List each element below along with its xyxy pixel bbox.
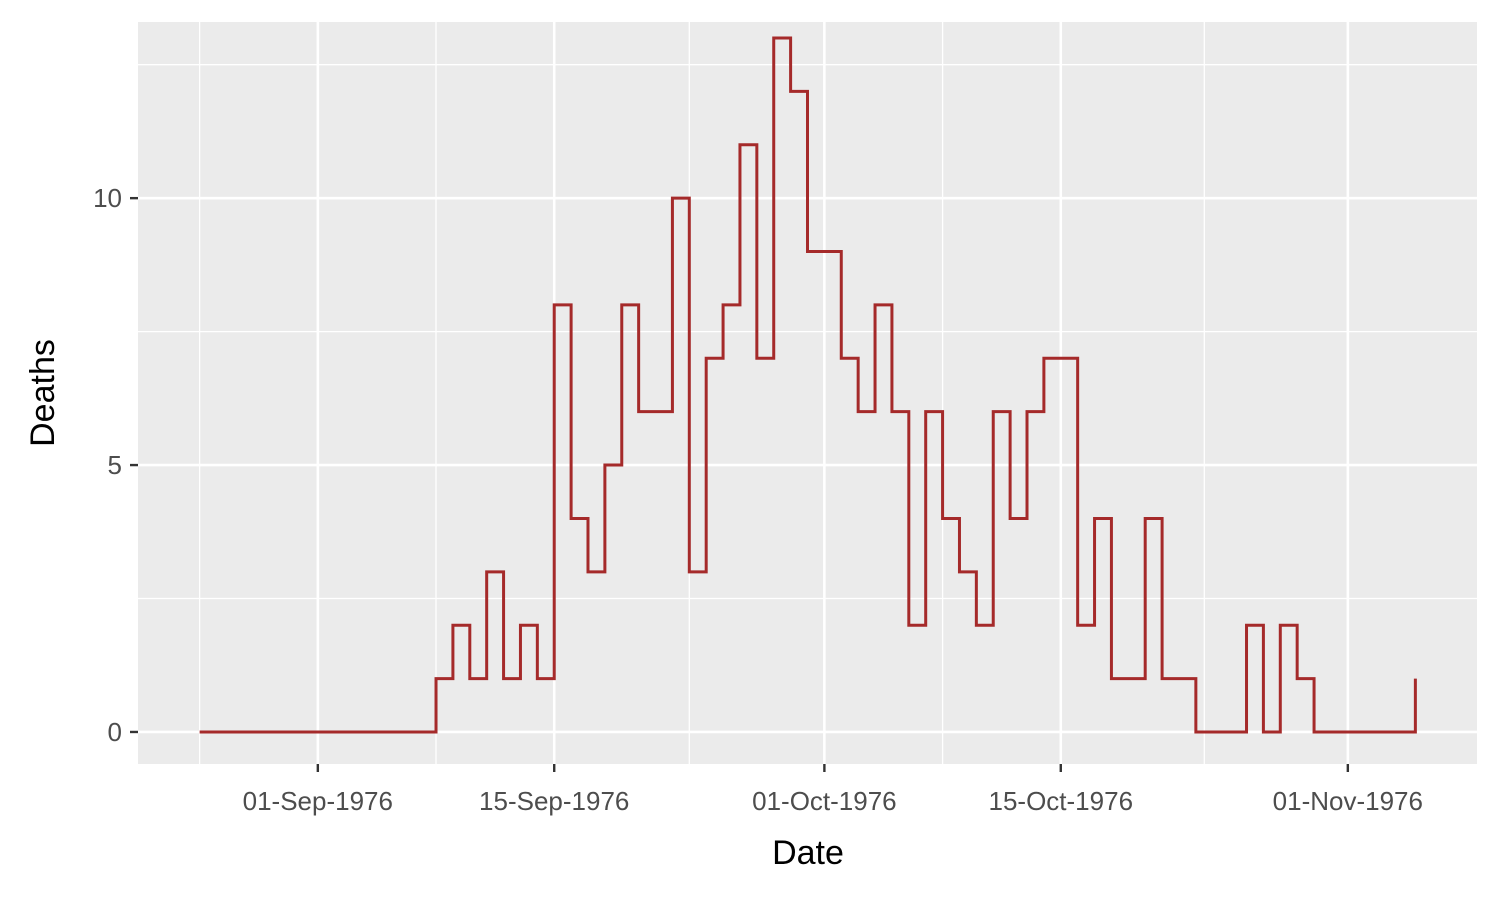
y-axis-title: Deaths (24, 339, 62, 447)
y-axis: 0 5 10 (93, 183, 138, 747)
deaths-series-line (199, 36, 1417, 734)
x-axis: 01-Sep-1976 15-Sep-1976 01-Oct-1976 15-Oct-… (243, 764, 1423, 816)
x-tick-label: 15-Sep-1976 (479, 786, 629, 816)
x-tick-label: 01-Nov-1976 (1273, 786, 1423, 816)
y-tick-label: 5 (108, 450, 122, 480)
y-tick-label: 0 (108, 717, 122, 747)
x-tick-label: 01-Oct-1976 (752, 786, 897, 816)
x-tick-label: 15-Oct-1976 (989, 786, 1134, 816)
y-tick-label: 10 (93, 183, 122, 213)
x-tick-label: 01-Sep-1976 (243, 786, 393, 816)
x-axis-title: Date (772, 834, 844, 872)
